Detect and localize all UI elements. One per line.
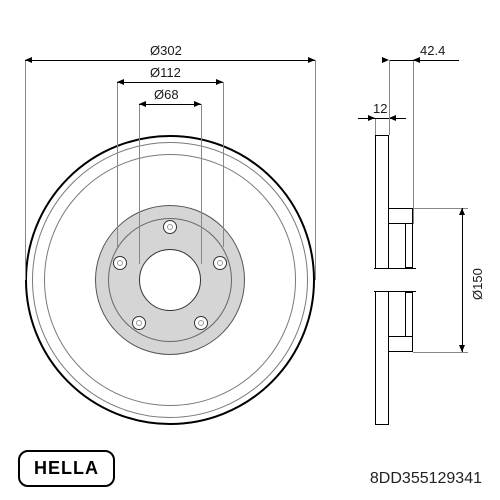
- label-t12: 12: [373, 101, 387, 116]
- stud-hole-4: [132, 316, 146, 330]
- dim-line-off424: [389, 60, 459, 61]
- brand-logo: HELLA: [18, 450, 115, 487]
- stud-hole-1: [163, 220, 177, 234]
- side-center-gap: [374, 268, 416, 292]
- arrow-icon: [459, 345, 465, 352]
- side-hat-top: [389, 208, 413, 224]
- dim-line-t12: [358, 118, 406, 119]
- label-d68: Ø68: [154, 87, 179, 102]
- stud-hole-5: [113, 256, 127, 270]
- dim-line-d302: [25, 60, 315, 61]
- arrow-icon: [194, 101, 201, 107]
- arrow-icon: [25, 57, 32, 63]
- label-off424: 42.4: [420, 43, 445, 58]
- stud-hole-2: [213, 256, 227, 270]
- label-d150: Ø150: [470, 268, 485, 300]
- ext-line: [375, 118, 376, 135]
- ext-line: [201, 104, 202, 264]
- arrow-icon: [413, 57, 420, 63]
- ext-line: [117, 82, 118, 247]
- ext-line: [413, 352, 468, 353]
- label-d112: Ø112: [150, 65, 181, 80]
- arrow-icon: [216, 79, 223, 85]
- side-hat-wall-bot: [405, 292, 413, 336]
- arrow-icon: [382, 57, 389, 63]
- side-hat-bottom: [389, 336, 413, 352]
- side-hat-wall-top: [405, 224, 413, 268]
- part-number: 8DD355129341: [370, 470, 482, 488]
- drawing-canvas: Ø302 Ø112 Ø68 12 42.4 Ø150 HELLA 8DD3551…: [0, 0, 500, 500]
- ext-line: [25, 60, 26, 280]
- dim-line-d68: [139, 104, 201, 105]
- arrow-icon: [117, 79, 124, 85]
- arrow-icon: [389, 115, 396, 121]
- ext-line: [389, 60, 390, 135]
- ext-line: [315, 60, 316, 280]
- ext-line: [413, 60, 414, 224]
- brand-logo-text: HELLA: [34, 458, 99, 478]
- ext-line: [223, 82, 224, 247]
- center-bore: [139, 249, 201, 311]
- label-d302: Ø302: [150, 43, 182, 58]
- dim-line-d150: [462, 208, 463, 352]
- arrow-icon: [308, 57, 315, 63]
- dim-line-d112: [117, 82, 223, 83]
- stud-hole-3: [194, 316, 208, 330]
- arrow-icon: [459, 208, 465, 215]
- arrow-icon: [139, 101, 146, 107]
- ext-line: [139, 104, 140, 264]
